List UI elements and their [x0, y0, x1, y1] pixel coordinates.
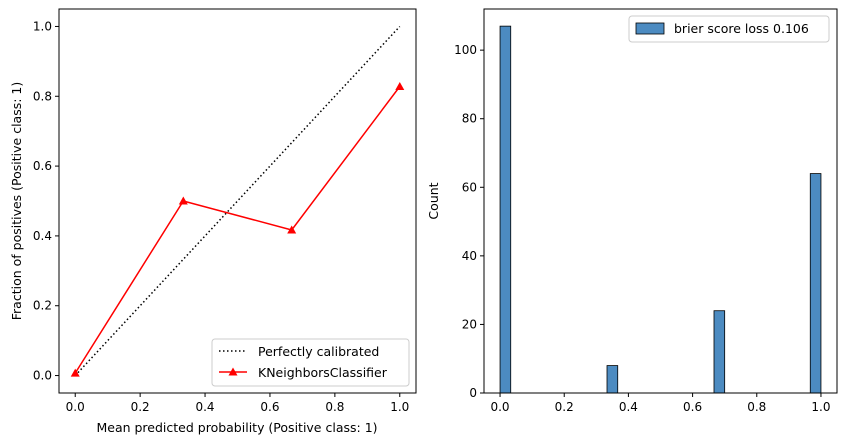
- legend-label-brier: brier score loss 0.106: [674, 21, 809, 36]
- data-point: [70, 368, 80, 377]
- legend-swatch-brier: [635, 22, 665, 35]
- data-point: [287, 225, 297, 234]
- x-tick-label: 0.2: [555, 400, 574, 414]
- x-tick-label: 1.0: [811, 400, 830, 414]
- y-tick-label: 0.8: [33, 89, 52, 103]
- x-tick-label: 0.0: [66, 400, 85, 414]
- x-tick-label: 0.6: [260, 400, 279, 414]
- histogram-bar: [499, 25, 512, 394]
- histogram-y-ticks: 0 20 40 60 80 100: [454, 43, 484, 400]
- x-tick-label: 0.8: [325, 400, 344, 414]
- y-tick-label: 40: [462, 249, 477, 263]
- series-line-1: [74, 86, 401, 374]
- y-tick-label: 0.2: [33, 299, 52, 313]
- histogram-plot: 0.0 0.2 0.4 0.6 0.8 1.0 0 20 40 60 80 100 Count br…: [426, 8, 838, 414]
- calibration-plot-frame: [58, 8, 417, 394]
- y-tick-label: 1.0: [33, 19, 52, 33]
- calibration-y-axis-label: Fraction of positives (Positive class: 1…: [9, 82, 24, 321]
- histogram-bars: [499, 25, 822, 394]
- data-point: [395, 81, 405, 90]
- y-tick-label: 0.0: [33, 369, 52, 383]
- x-tick-label: 0.2: [131, 400, 150, 414]
- x-tick-label: 0.0: [490, 400, 509, 414]
- y-tick-label: 20: [462, 317, 477, 331]
- y-tick-label: 80: [462, 112, 477, 126]
- x-tick-label: 0.8: [747, 400, 766, 414]
- legend-marker-kneighbors: [228, 367, 238, 376]
- series-line-0: [74, 25, 401, 377]
- histogram-bar: [606, 365, 619, 394]
- calibration-plot: 0.0 0.2 0.4 0.6 0.8 1.0 0.0 0.2 0.4 0.6 0.8 1.0 Me…: [9, 8, 417, 435]
- histogram-bar: [809, 173, 822, 394]
- y-tick-label: 0: [469, 386, 477, 400]
- y-tick-label: 0.4: [33, 229, 52, 243]
- histogram-y-axis-label: Count: [426, 182, 441, 219]
- legend-label-perfectly-calibrated: Perfectly calibrated: [258, 344, 379, 359]
- x-tick-label: 0.4: [619, 400, 638, 414]
- calibration-x-ticks: 0.0 0.2 0.4 0.6 0.8 1.0: [66, 393, 409, 414]
- calibration-x-axis-label: Mean predicted probability (Positive cla…: [96, 420, 377, 435]
- calibration-series: [70, 25, 405, 377]
- y-tick-label: 60: [462, 180, 477, 194]
- data-point: [178, 196, 188, 205]
- calibration-y-ticks: 0.0 0.2 0.4 0.6 0.8 1.0: [33, 19, 59, 383]
- histogram-x-ticks: 0.0 0.2 0.4 0.6 0.8 1.0: [490, 393, 831, 414]
- calibration-legend-box: [211, 338, 410, 387]
- x-tick-label: 0.4: [195, 400, 214, 414]
- legend-label-kneighbors: KNeighborsClassifier: [258, 365, 388, 380]
- calibration-legend: Perfectly calibrated KNeighborsClassifie…: [211, 338, 410, 387]
- y-tick-label: 0.6: [33, 159, 52, 173]
- histogram-legend: brier score loss 0.106: [628, 15, 830, 43]
- y-tick-label: 100: [454, 43, 477, 57]
- x-tick-label: 1.0: [390, 400, 409, 414]
- histogram-plot-frame: [483, 8, 838, 394]
- histogram-bar: [713, 310, 726, 394]
- histogram-legend-box: [628, 15, 830, 43]
- x-tick-label: 0.6: [683, 400, 702, 414]
